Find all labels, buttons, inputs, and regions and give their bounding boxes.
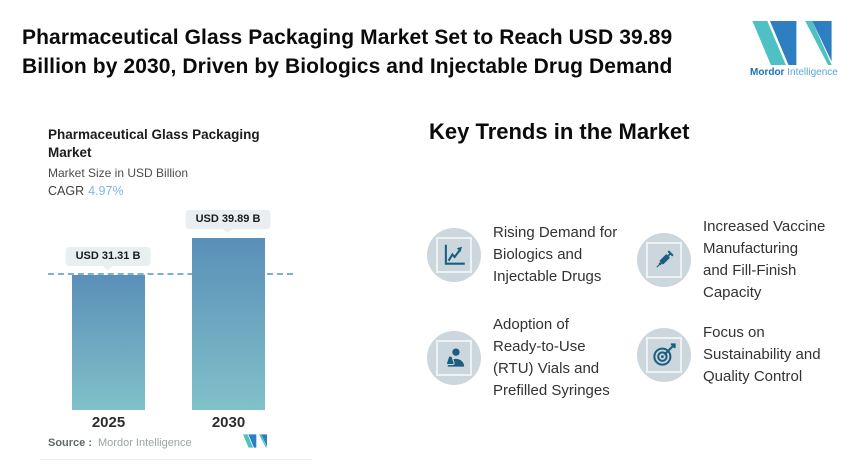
icon-frame <box>436 237 472 273</box>
bar-2030 <box>192 238 265 410</box>
line-chart-increase-icon <box>444 244 465 265</box>
chart-subtitle: Market Size in USD Billion <box>48 166 189 180</box>
trend-item-sustainability: Focus on Sustainability and Quality Cont… <box>637 322 821 388</box>
icon-frame <box>436 340 472 376</box>
value-badge-2025: USD 31.31 B <box>65 247 151 266</box>
cagr-value: 4.97% <box>88 184 124 198</box>
x-axis-label-2030: 2030 <box>211 414 246 431</box>
scientist-flask-icon <box>445 348 465 367</box>
mini-brand-logo-icon <box>243 434 267 448</box>
trend-item-rtu-vials: Adoption of Ready-to-Use (RTU) Vials and… <box>427 314 610 402</box>
icon-frame <box>646 242 682 278</box>
mordor-logo-icon <box>752 21 832 65</box>
reference-dashed-line <box>48 273 293 275</box>
trend-item-vaccine-manufacturing: Increased Vaccine Manufacturing and Fill… <box>637 216 825 304</box>
icon-frame <box>646 337 682 373</box>
source-label: Source : <box>48 437 93 449</box>
trend-item-biologics-demand: Rising Demand for Biologics and Injectab… <box>427 222 617 288</box>
target-arrow-icon <box>653 343 676 366</box>
cagr-label: CAGR <box>48 184 85 198</box>
syringe-icon <box>656 250 674 268</box>
trend-text: Increased Vaccine Manufacturing and Fill… <box>703 218 826 301</box>
trend-icon-circle <box>427 228 481 282</box>
chart-cagr: CAGR 4.97% <box>48 184 124 198</box>
trend-text: Rising Demand for Biologics and Injectab… <box>493 224 618 285</box>
chart-title: Pharmaceutical Glass Packaging Market <box>48 127 260 160</box>
source-value: Mordor Intelligence <box>98 437 192 449</box>
source-attribution: Source : Mordor Intelligence <box>48 437 192 449</box>
brand-name-light: Intelligence <box>787 67 838 78</box>
trend-icon-circle <box>637 328 691 382</box>
trend-text: Adoption of Ready-to-Use (RTU) Vials and… <box>493 316 610 399</box>
trend-text: Focus on Sustainability and Quality Cont… <box>703 324 821 385</box>
brand-wordmark: Mordor Intelligence <box>750 67 838 78</box>
brand-name-bold: Mordor <box>750 67 785 78</box>
x-axis-label-2025: 2025 <box>91 414 126 431</box>
trend-icon-circle <box>637 233 691 287</box>
bar-chart-plot: USD 31.31 B USD 39.89 B <box>48 210 293 410</box>
page-title: Pharmaceutical Glass Packaging Market Se… <box>22 26 673 78</box>
trends-heading: Key Trends in the Market <box>429 119 690 144</box>
card-bottom-divider <box>40 459 312 460</box>
brand-logo: Mordor Intelligence <box>750 21 838 78</box>
bar-2025 <box>72 275 145 410</box>
value-badge-2030: USD 39.89 B <box>185 210 271 229</box>
trend-icon-circle <box>427 331 481 385</box>
